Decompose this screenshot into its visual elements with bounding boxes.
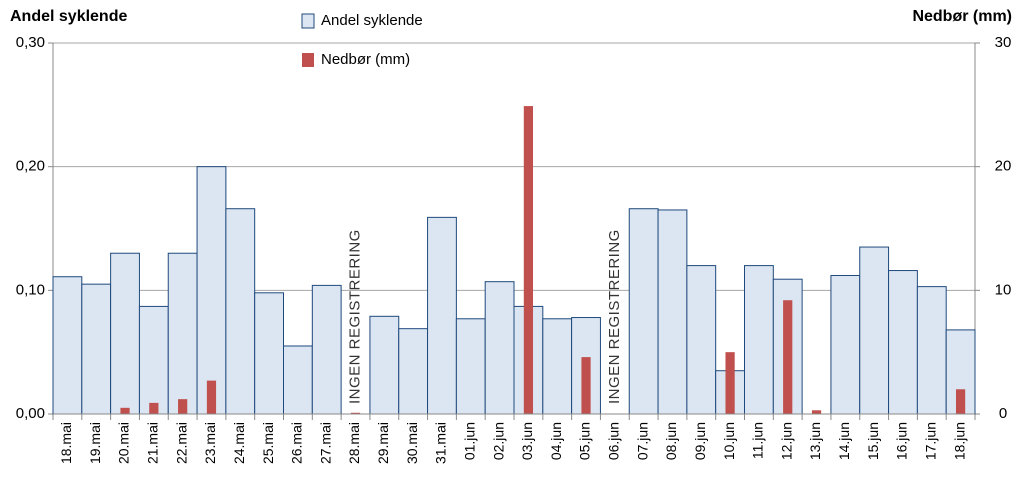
- bar-share: [167, 252, 198, 415]
- x-tick-label: 14.jun: [836, 422, 852, 460]
- x-tick-label: 12.jun: [778, 422, 794, 460]
- bar-precip: [149, 402, 159, 414]
- legend-label: Andel syklende: [321, 12, 423, 29]
- y-tick-label: 0,10: [16, 281, 45, 298]
- annotation: INGEN REGISTRERING: [606, 229, 623, 404]
- y-tick-label: 0,30: [16, 34, 45, 51]
- y2-tick-label: 0: [999, 405, 1007, 422]
- y-tick-label: 0,20: [16, 158, 45, 175]
- x-tick-label: 01.jun: [461, 422, 477, 460]
- bar-share: [859, 246, 890, 415]
- annotation: INGEN REGISTRERING: [347, 229, 364, 404]
- legend-swatch: [301, 13, 315, 29]
- y-axis-title: Andel syklende: [10, 8, 127, 25]
- bar-share: [196, 166, 227, 415]
- bar-share: [283, 345, 313, 415]
- x-tick-label: 18.jun: [951, 422, 967, 460]
- y2-tick-label: 30: [995, 34, 1012, 51]
- bar-share: [744, 265, 774, 415]
- bar-share: [542, 318, 573, 415]
- bar-share: [888, 270, 918, 415]
- bar-precip: [581, 357, 591, 414]
- bar-share: [254, 292, 284, 415]
- x-tick-label: 03.jun: [519, 422, 535, 460]
- x-tick-label: 05.jun: [577, 422, 593, 460]
- bar-share: [52, 276, 83, 415]
- bar-precip: [350, 412, 361, 414]
- x-tick-label: 10.jun: [721, 422, 737, 460]
- x-tick-label: 02.jun: [490, 422, 506, 460]
- x-tick-label: 08.jun: [663, 422, 679, 460]
- bar-share: [311, 284, 342, 415]
- x-tick-label: 11.jun: [750, 422, 766, 459]
- y2-tick-label: 20: [995, 158, 1012, 175]
- x-tick-label: 19.mai: [87, 422, 103, 464]
- bar-precip: [955, 389, 966, 414]
- bar-share: [81, 283, 112, 415]
- x-tick-label: 30.mai: [404, 422, 420, 464]
- x-tick-label: 09.jun: [692, 422, 708, 460]
- bar-precip: [783, 300, 793, 414]
- bar-precip: [178, 399, 188, 414]
- bar-precip: [725, 352, 735, 414]
- x-tick-label: 27.mai: [317, 422, 333, 464]
- x-tick-label: 06.jun: [606, 422, 622, 460]
- bar-share: [657, 209, 688, 415]
- bar-precip: [523, 106, 534, 414]
- bar-precip: [811, 410, 822, 414]
- y2-axis-title: Nedbør (mm): [912, 8, 1012, 25]
- bar-share: [830, 274, 861, 415]
- x-tick-label: 23.mai: [202, 422, 218, 464]
- bar-precip: [206, 380, 217, 414]
- bar-share: [916, 286, 947, 415]
- x-tick-label: 28.mai: [346, 422, 362, 464]
- x-tick-label: 22.mai: [173, 422, 189, 464]
- legend-swatch: [302, 53, 314, 67]
- x-tick-label: 31.mai: [433, 422, 449, 464]
- bar-share: [628, 208, 659, 415]
- bar-share: [225, 208, 256, 415]
- x-tick-label: 17.jun: [922, 422, 938, 460]
- x-tick-label: 20.mai: [116, 422, 132, 464]
- bar-precip: [120, 407, 130, 414]
- bar-share: [369, 315, 400, 415]
- x-tick-label: 26.mai: [289, 422, 305, 464]
- x-tick-label: 18.mai: [58, 422, 74, 464]
- x-tick-label: 16.jun: [894, 422, 910, 460]
- x-tick-label: 25.mai: [260, 422, 276, 464]
- x-tick-label: 24.mai: [231, 422, 247, 464]
- x-tick-label: 15.jun: [865, 422, 881, 460]
- bar-share: [455, 318, 486, 415]
- legend-label: Nedbør (mm): [321, 51, 410, 68]
- x-tick-label: 29.mai: [375, 422, 391, 464]
- x-tick-label: 21.mai: [145, 422, 161, 464]
- bar-share: [484, 281, 515, 415]
- y2-tick-label: 10: [995, 281, 1012, 298]
- bar-share: [686, 265, 717, 415]
- x-tick-label: 13.jun: [807, 422, 823, 460]
- bar-share: [138, 305, 169, 415]
- bar-share: [427, 216, 457, 415]
- y-tick-label: 0,00: [16, 405, 45, 422]
- bar-share: [398, 328, 429, 415]
- bar-share: [110, 252, 140, 415]
- x-tick-label: 07.jun: [634, 422, 650, 460]
- x-tick-label: 04.jun: [548, 422, 564, 460]
